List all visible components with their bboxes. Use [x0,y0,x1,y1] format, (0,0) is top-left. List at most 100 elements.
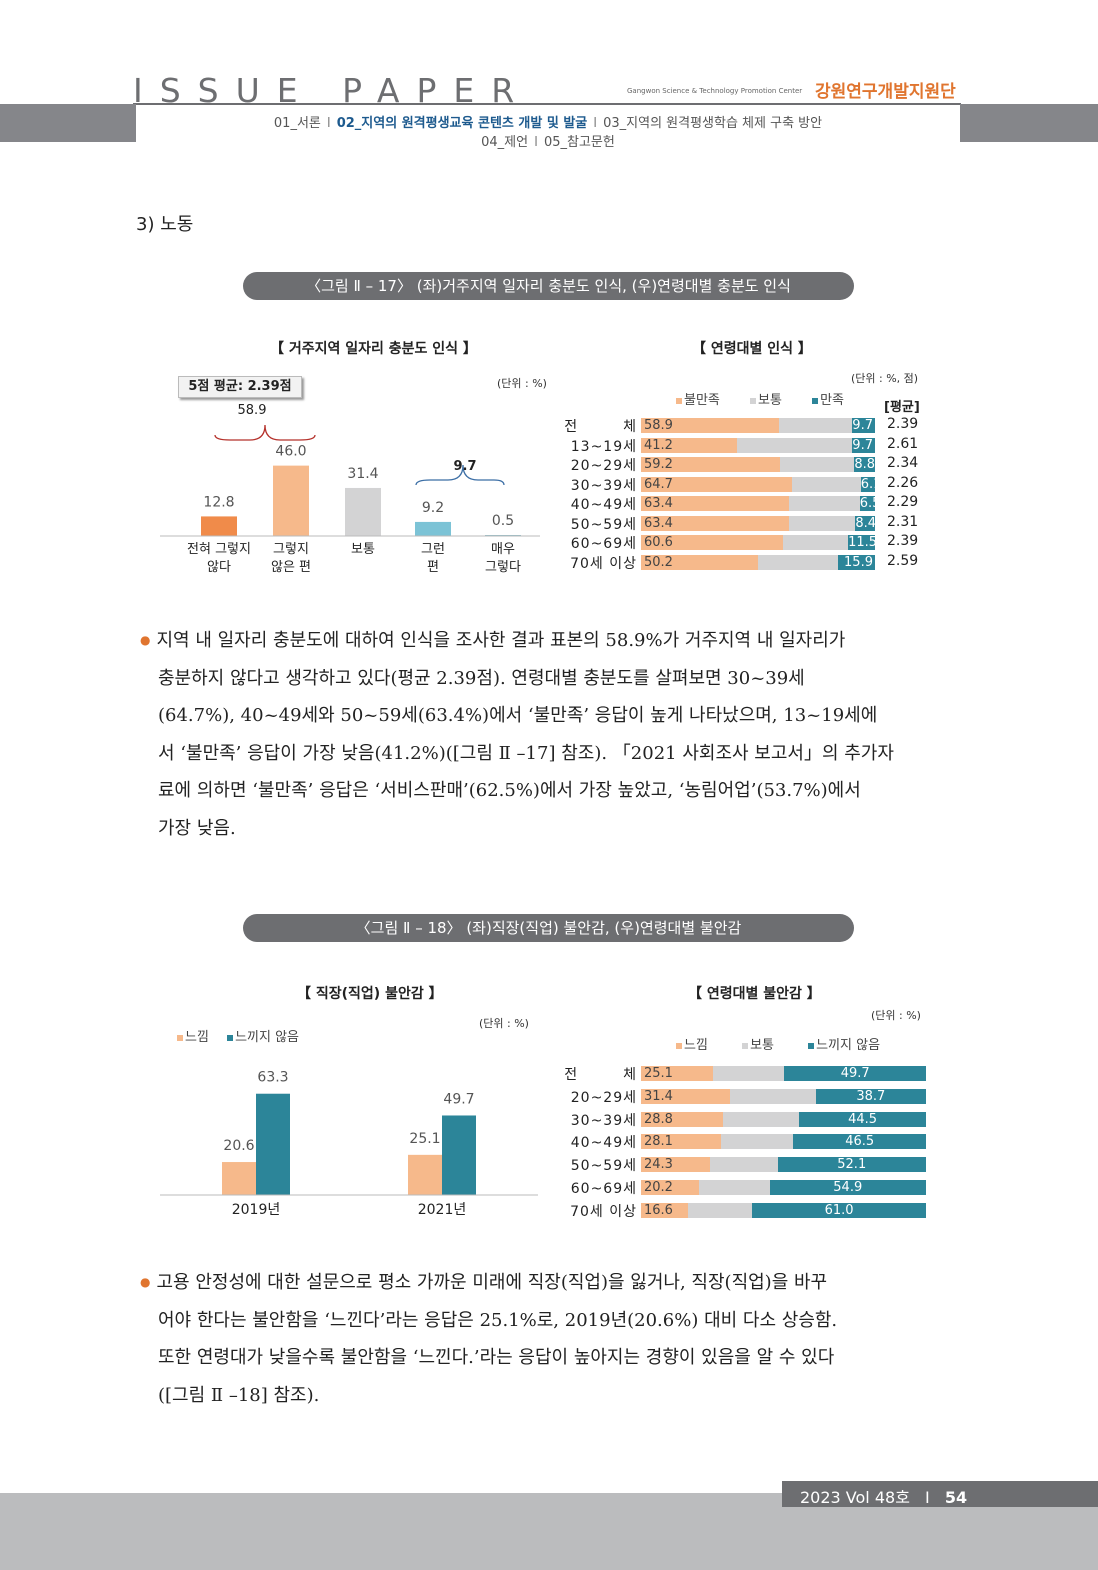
row-label: 60~69세 [570,536,637,552]
segment-first: 25.1 [641,1066,713,1081]
segment-last: 52.1 [777,1157,926,1173]
figure17-caption: 〈그림 Ⅱ – 17〉 (좌)거주지역 일자리 충분도 인식, (우)연령대별 … [243,272,854,300]
segment-first: 41.2 [641,437,738,453]
bar-value-label: 20.6 [223,1138,254,1154]
figure18-caption: 〈그림 Ⅱ – 18〉 (좌)직장(직업) 불안감, (우)연령대별 불안감 [243,914,854,942]
segment-middle [792,476,861,492]
stacked-bar-row: 31.4 38.7 [641,1088,926,1104]
segment-last: 44.5 [799,1111,926,1127]
nav-item[interactable]: 02_지역의 원격평생교육 콘텐츠 개발 및 발굴 [336,116,588,131]
bar [222,1162,256,1195]
nav-item[interactable]: 01_서론 [273,116,321,131]
header-rule [133,103,961,105]
segment-last: 61.0 [752,1202,926,1218]
nav-item[interactable]: 03_지역의 원격평생학습 체제 구축 방안 [603,116,823,131]
average-value: 2.34 [887,455,919,471]
bar [201,516,237,536]
bar [345,487,381,536]
bar [442,1115,476,1195]
bar [256,1093,290,1195]
paragraph-line: ● 고용 안정성에 대한 설문으로 평소 가까운 미래에 직장(직업)을 잃거나,… [140,1272,828,1293]
row-label: 30~39세 [570,1112,637,1129]
paragraph-line: ([그림 Ⅱ –18] 참조). [158,1384,320,1406]
category-label: 2021년 [418,1202,467,1218]
legend-item-satisfied: 만족 [812,393,844,408]
fig18-left-legend: 느낌 느끼지 않음 [177,1026,299,1045]
issue-paper-brand: ISSUE PAPER [133,71,532,110]
row-label: 전 체 [564,1067,637,1083]
segment-middle [758,554,838,570]
bar-value-label: 46.0 [275,444,306,460]
paragraph-line: 료에 의하면 ‘불만족’ 응답은 ‘서비스판매’(62.5%)에서 가장 높았고… [158,780,861,801]
stacked-bar-row: 58.9 9.7 [641,418,875,433]
category-label: 전혀 그렇지 [187,542,251,557]
segment-first: 31.4 [641,1088,731,1104]
average-column-header: [평균] [884,400,920,415]
legend-item-not-feel: 느끼지 않음 [227,1030,299,1045]
fig17-right-title: 【 연령대별 인식 】 [692,341,812,357]
row-label: 13~19세 [570,438,637,455]
issue-label: 2023 Vol 48호 [800,1488,910,1507]
nav-separator: I [326,116,331,131]
nav-separator: I [534,135,538,150]
legend-item-feel: 느낌 [676,1038,708,1053]
average-value: 2.59 [887,552,919,569]
average-value: 2.39 [887,533,919,549]
segment-middle [721,1134,794,1150]
segment-last: 11.5 [848,535,875,550]
nav-item[interactable]: 04_제언 [481,135,529,150]
group-bracket-right [415,464,505,486]
bar-value-label: 0.5 [492,513,514,529]
row-label: 전 체 [564,419,637,435]
row-label: 60~69세 [570,1181,637,1197]
segment-middle [779,457,855,472]
segment-last: 8.8 [854,457,875,472]
segment-middle [789,515,856,531]
fig17-right-chart: 전 체 58.9 9.7 2.39 13~19세 41.2 9.7 2.61 20~29세 59.… [555,416,925,578]
page-number: 54 [944,1488,968,1507]
category-label: 매우 [491,542,515,557]
group-bracket-left [214,424,316,441]
row-label: 50~59세 [570,516,637,533]
average-value: 2.29 [887,494,919,510]
section-title: 3) 노동 [136,214,194,235]
fig18-left-title: 【 직장(직업) 불안감 】 [297,986,443,1002]
segment-middle [730,1088,816,1104]
segment-first: 64.7 [641,476,793,492]
segment-last: 6.1 [860,476,875,492]
segment-middle [737,437,853,453]
category-label: 않은 편 [271,560,311,575]
segment-last: 8.4 [855,515,875,531]
segment-first: 24.3 [641,1157,711,1173]
stacked-bar-row: 28.1 46.5 [641,1134,926,1150]
fig18-right-title: 【 연령대별 불안감 】 [688,986,821,1002]
nav-separator: I [593,116,598,131]
footer-page-info: 2023 Vol 48호 I 54 [800,1484,967,1508]
bar-value-label: 49.7 [443,1091,474,1107]
segment-middle [710,1157,778,1173]
segment-middle [723,1111,800,1127]
category-label: 그렇지 [273,542,309,557]
bar [408,1154,442,1195]
row-label: 40~49세 [570,1135,637,1152]
legend-item-neutral: 보통 [742,1038,774,1053]
fig17-right-unit: (단위 : %, 점) [851,372,919,385]
segment-first: 20.2 [641,1180,699,1195]
bullet-icon: ● [140,1275,151,1289]
segment-middle [688,1202,753,1218]
average-value: 2.26 [887,474,919,491]
paragraph-line: ● 지역 내 일자리 충분도에 대하여 인식을 조사한 결과 표본의 58.9%가… [140,630,846,651]
row-label: 70세 이상 [570,555,637,572]
row-label: 40~49세 [570,497,637,513]
segment-last: 38.7 [815,1088,926,1104]
segment-last: 9.7 [852,418,875,433]
stacked-bar-row: 50.2 15.9 [641,554,875,570]
fig18-right-legend: 느낌 보통 느끼지 않음 [676,1034,880,1053]
row-label: 20~29세 [570,1089,637,1106]
bar-value-label: 12.8 [203,494,234,510]
category-label: 그런 [421,542,445,557]
org-english-name: Gangwon Science & Technology Promotion C… [627,87,803,95]
nav-item[interactable]: 05_참고문헌 [543,135,615,150]
group-left-label: 58.9 [238,403,267,418]
